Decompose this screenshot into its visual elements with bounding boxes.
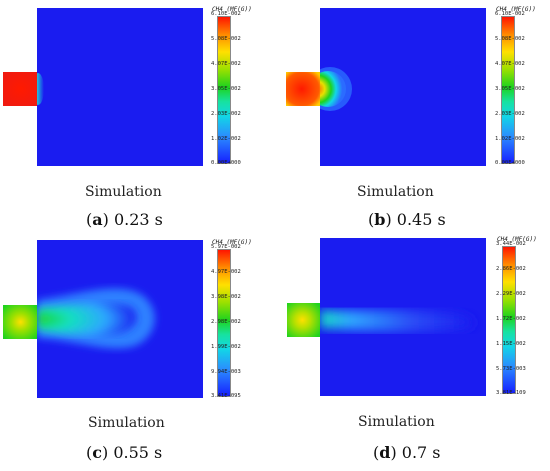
inlet-channel — [286, 72, 321, 106]
colorbar-tick: 4.97E-002 — [211, 269, 241, 275]
colorbar-tick: 1.72E-002 — [496, 316, 526, 322]
caption-letter: a — [92, 210, 103, 229]
colorbar — [502, 246, 516, 394]
colorbar-tick: 6.10E-002 — [211, 11, 241, 17]
colorbar-tick: 1.02E-002 — [495, 136, 525, 142]
colorbar — [217, 249, 231, 397]
colorbar-tick: 5.08E-002 — [211, 36, 241, 42]
inlet-channel — [3, 72, 38, 106]
caption: (a) 0.23 s — [86, 210, 163, 229]
caption-time: 0.7 s — [401, 443, 441, 462]
colorbar-title: CH4 (MF(G)) — [497, 236, 537, 243]
colorbar-tick: 2.29E-002 — [496, 291, 526, 297]
colorbar-tick: 0.00E+000 — [211, 160, 241, 166]
colorbar — [217, 16, 231, 164]
colorbar-tick: 3.05E-002 — [495, 86, 525, 92]
contour-plot — [37, 8, 203, 166]
caption-letter: b — [374, 210, 386, 229]
colorbar-tick: 5.08E-002 — [495, 36, 525, 42]
simulation-label: Simulation — [85, 184, 162, 200]
contour-plot — [37, 240, 203, 398]
colorbar-tick: 3.98E-002 — [211, 294, 241, 300]
colorbar-tick: 5.73E-003 — [496, 366, 526, 372]
colorbar-tick: 3.05E-002 — [211, 86, 241, 92]
colorbar-tick: 1.99E-002 — [211, 344, 241, 350]
simulation-label: Simulation — [358, 414, 435, 430]
caption: (c) 0.55 s — [86, 443, 163, 462]
colorbar-tick: 5.97E-002 — [211, 244, 241, 250]
colorbar-tick: 6.10E-002 — [495, 11, 525, 17]
caption-letter: d — [379, 443, 391, 462]
colorbar-tick: 4.07E-002 — [495, 61, 525, 67]
contour-plot — [320, 8, 486, 166]
simulation-label: Simulation — [88, 415, 165, 431]
colorbar-tick: 0.00E+000 — [495, 160, 525, 166]
colorbar-tick: 1.15E-002 — [496, 341, 526, 347]
colorbar-tick: 3.41E-095 — [211, 393, 241, 399]
caption-time: 0.23 s — [113, 210, 163, 229]
simulation-label: Simulation — [357, 184, 434, 200]
caption-time: 0.55 s — [113, 443, 163, 462]
contour-plot — [320, 238, 486, 396]
colorbar-tick: 3.81E-109 — [496, 390, 526, 396]
caption-letter: c — [92, 443, 102, 462]
colorbar-tick: 2.86E-002 — [496, 266, 526, 272]
colorbar-tick: 3.44E-002 — [496, 241, 526, 247]
colorbar-title: CH4 (MF(G)) — [496, 6, 536, 13]
caption-time: 0.45 s — [396, 210, 446, 229]
caption: (b) 0.45 s — [368, 210, 446, 229]
colorbar-title: CH4 (MF(G)) — [212, 239, 252, 246]
colorbar — [501, 16, 515, 164]
inlet-channel — [3, 305, 38, 339]
colorbar-tick: 2.03E-002 — [211, 111, 241, 117]
caption: (d) 0.7 s — [373, 443, 441, 462]
inlet-channel — [287, 303, 321, 337]
colorbar-tick: 4.07E-002 — [211, 61, 241, 67]
colorbar-title: CH4 (MF(G)) — [212, 6, 252, 13]
colorbar-tick: 9.94E-003 — [211, 369, 241, 375]
colorbar-tick: 2.03E-002 — [495, 111, 525, 117]
colorbar-tick: 2.98E-002 — [211, 319, 241, 325]
colorbar-tick: 1.02E-002 — [211, 136, 241, 142]
